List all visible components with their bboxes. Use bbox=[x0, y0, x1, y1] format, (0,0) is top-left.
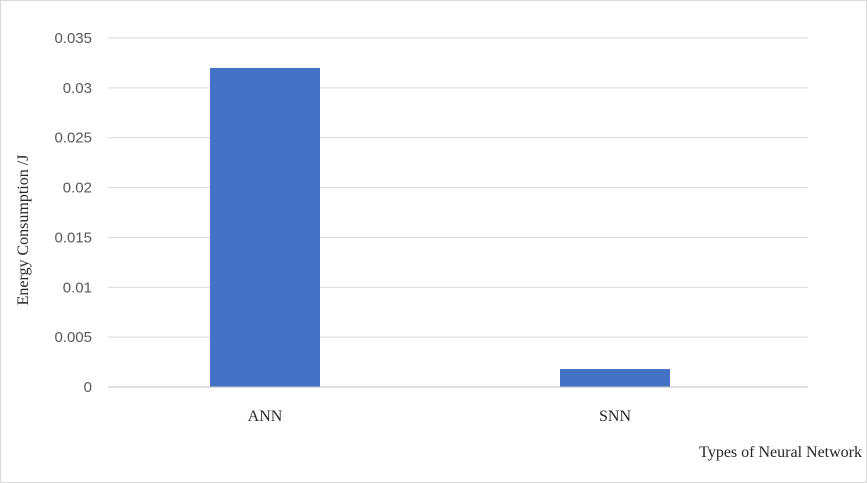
y-tick-label: 0.01 bbox=[63, 279, 92, 296]
bar-ann bbox=[210, 67, 320, 388]
y-tick-label: 0 bbox=[84, 379, 92, 396]
y-axis-title: Energy Consumption /J bbox=[15, 155, 32, 306]
x-axis-categories: ANN SNN bbox=[248, 408, 632, 425]
bar-snn bbox=[560, 369, 670, 387]
x-category-label: SNN bbox=[599, 408, 631, 425]
y-tick-label: 0.015 bbox=[54, 229, 92, 246]
y-tick-label: 0.035 bbox=[54, 30, 92, 47]
bars bbox=[210, 67, 670, 388]
x-category-label: ANN bbox=[248, 408, 283, 425]
y-tick-label: 0.03 bbox=[63, 80, 92, 97]
y-tick-label: 0.005 bbox=[54, 329, 92, 346]
y-tick-label: 0.02 bbox=[63, 180, 92, 197]
y-tick-label: 0.025 bbox=[54, 130, 92, 147]
y-axis-ticks: 0 0.005 0.01 0.015 0.02 0.025 0.03 0.035 bbox=[54, 30, 92, 396]
x-axis-title: Types of Neural Network bbox=[699, 444, 862, 461]
